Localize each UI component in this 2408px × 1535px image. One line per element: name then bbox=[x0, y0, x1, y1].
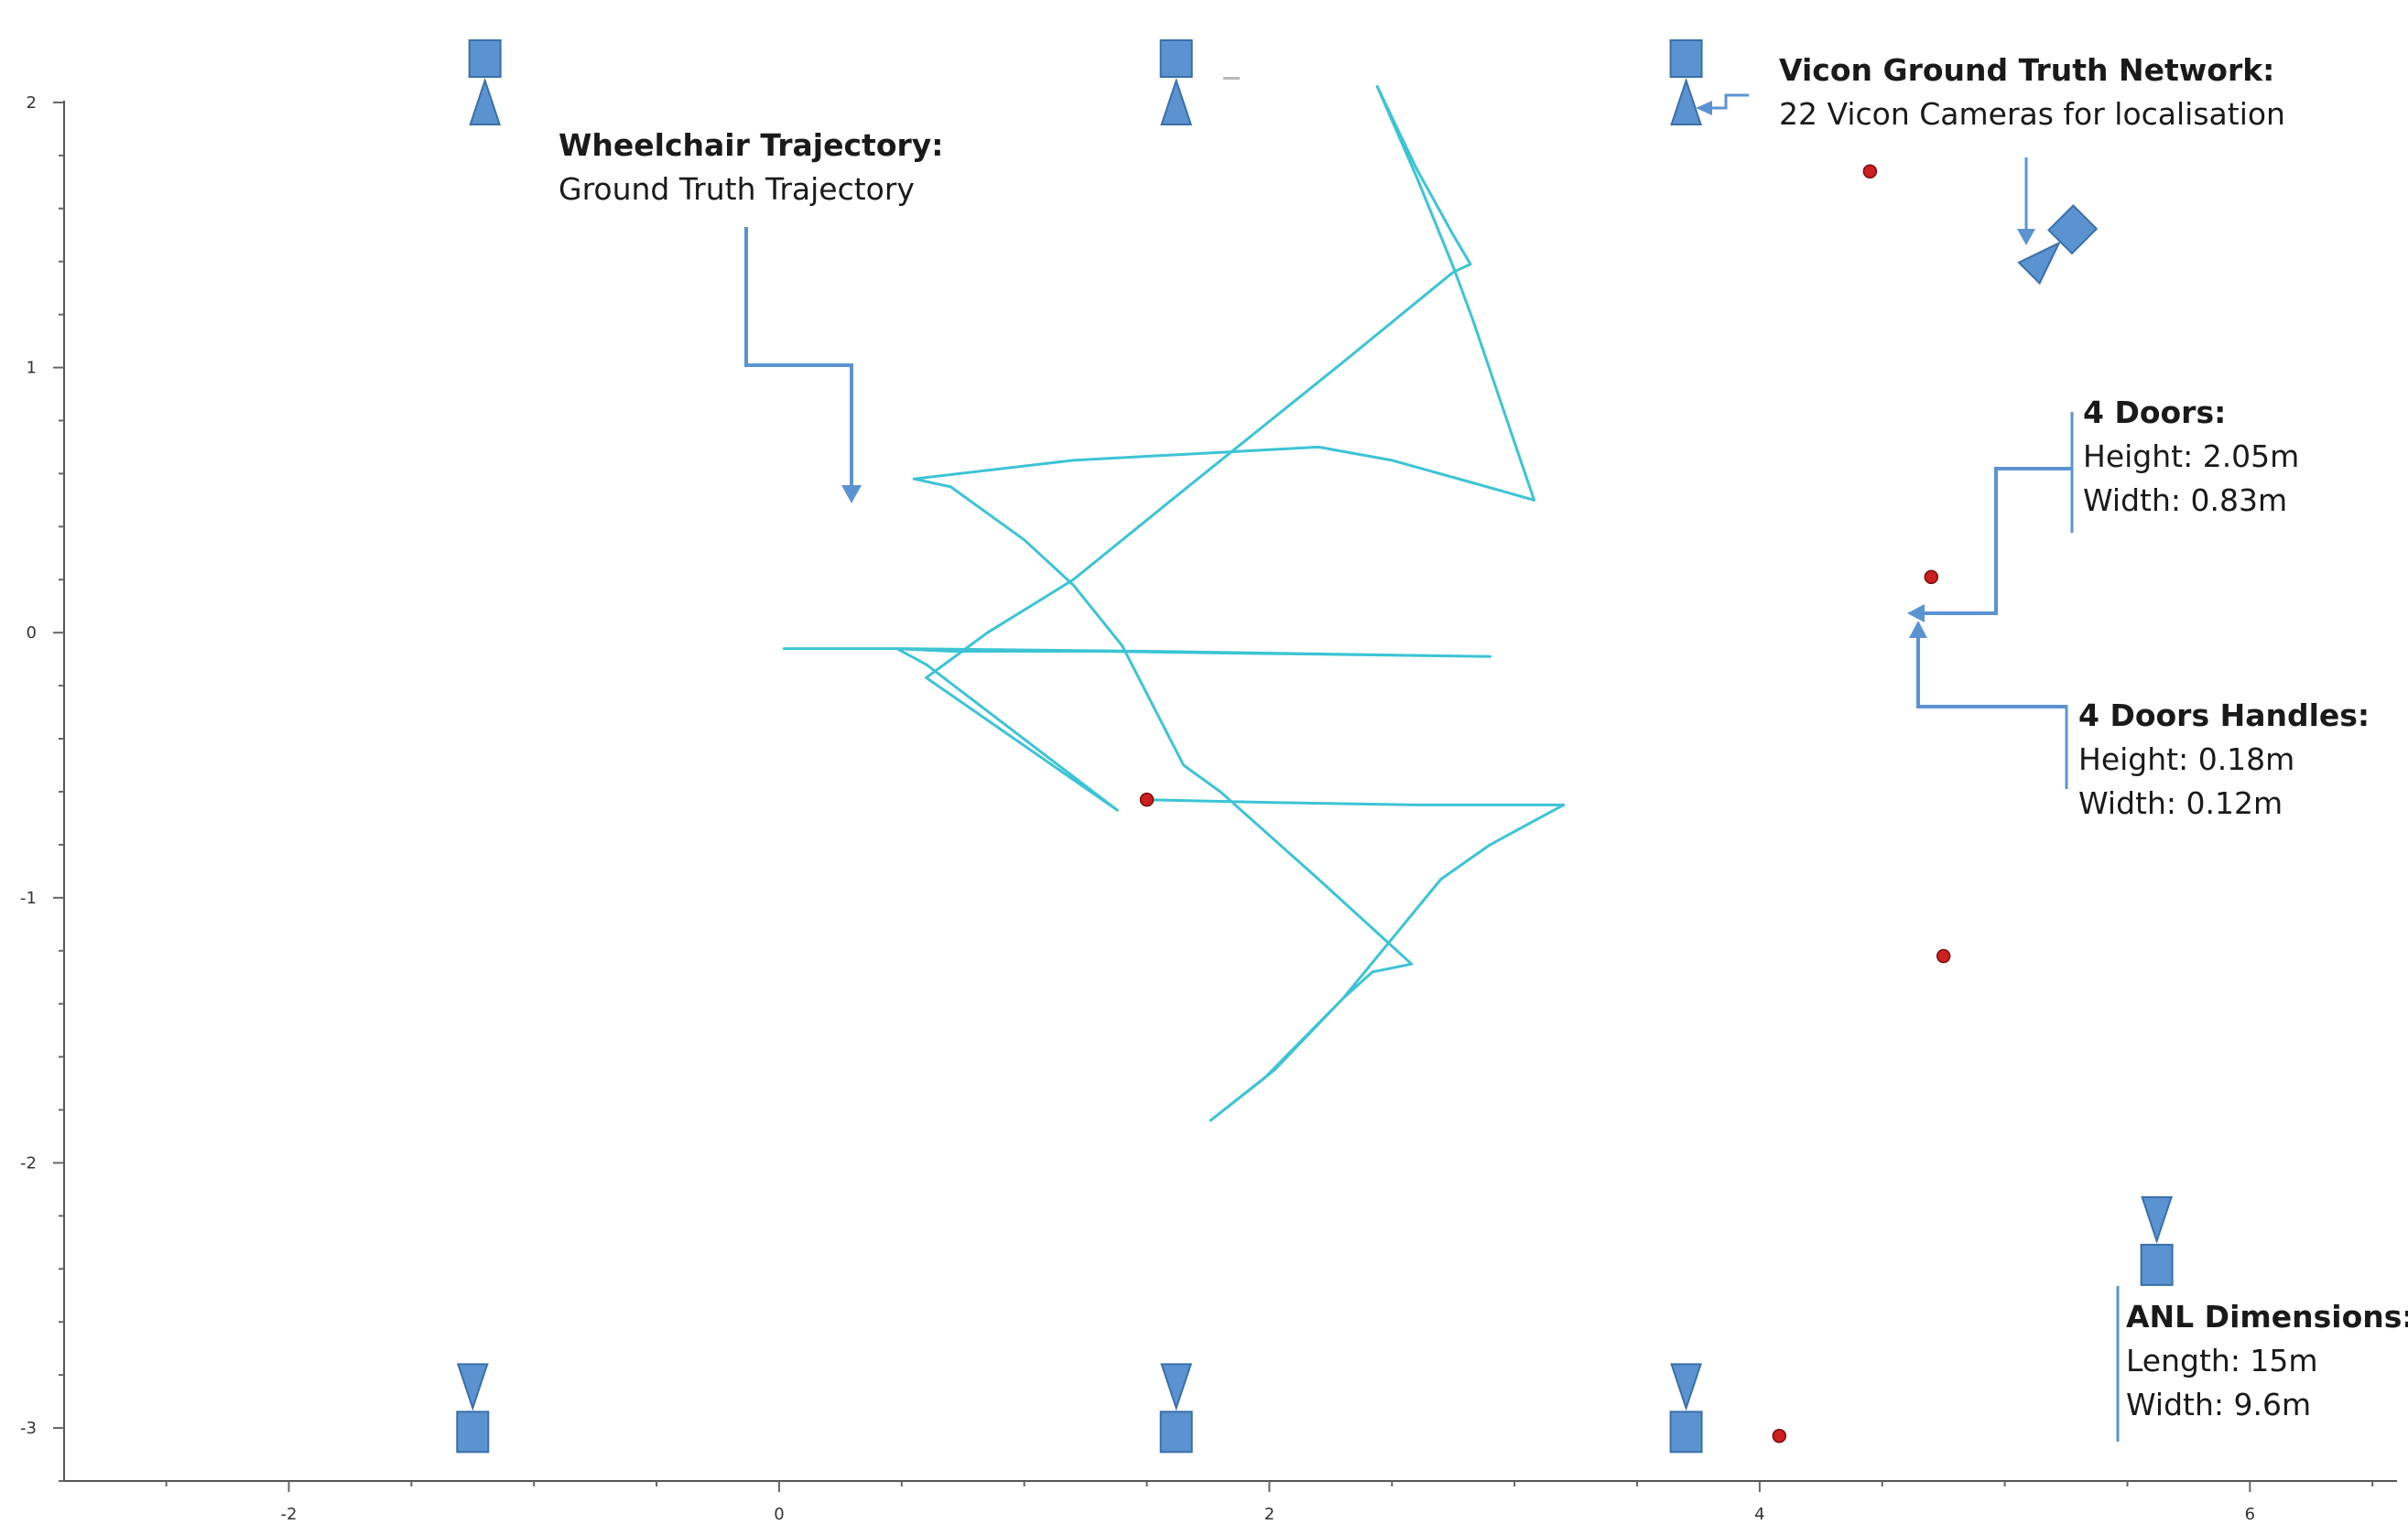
x-tick-label: 2 bbox=[1264, 1505, 1275, 1524]
camera-lens bbox=[1670, 77, 1702, 125]
vicon-camera-icon bbox=[1669, 39, 1703, 125]
handles-title: 4 Doors Handles: bbox=[2078, 697, 2370, 733]
x-tick-label: 0 bbox=[774, 1505, 784, 1524]
y-tick-label: -2 bbox=[20, 1153, 37, 1173]
vicon-line-1: 22 Vicon Cameras for localisation bbox=[1779, 96, 2285, 132]
vicon-camera-icon bbox=[1159, 1363, 1193, 1454]
doors-leader-line bbox=[1923, 467, 2072, 615]
doors-line-2: Width: 0.83m bbox=[2083, 482, 2287, 518]
y-tick-label: 0 bbox=[27, 623, 37, 643]
vicon-camera-icon bbox=[2140, 1195, 2174, 1286]
door-marker bbox=[1139, 792, 1155, 807]
vicon-down-arrowhead bbox=[2017, 229, 2035, 245]
camera-layer bbox=[456, 39, 2174, 1454]
camera-body bbox=[1159, 39, 1193, 78]
doors-line-1: Height: 2.05m bbox=[2083, 438, 2299, 474]
leader-layer bbox=[744, 93, 2120, 1442]
y-tick-label: 1 bbox=[27, 359, 37, 378]
camera-body bbox=[1669, 39, 1703, 78]
wheelchair-annotation: Wheelchair Trajectory: Ground Truth Traj… bbox=[559, 127, 943, 207]
camera-body bbox=[468, 39, 502, 78]
x-tick-label: -2 bbox=[281, 1505, 298, 1524]
camera-body bbox=[456, 1411, 490, 1454]
y-tick-label: -3 bbox=[20, 1419, 37, 1438]
marker-layer bbox=[1139, 164, 1951, 1443]
vicon-annotation: Vicon Ground Truth Network: 22 Vicon Cam… bbox=[1779, 52, 2285, 132]
y-tick-label: 2 bbox=[27, 93, 37, 113]
x-tick-label: 4 bbox=[1754, 1505, 1764, 1524]
doors-annotation: 4 Doors: Height: 2.05m Width: 0.83m bbox=[2083, 395, 2299, 518]
vicon-camera-icon bbox=[456, 1363, 490, 1454]
wheelchair-line-1: Ground Truth Trajectory bbox=[559, 171, 915, 207]
vicon-camera-icon bbox=[468, 39, 502, 125]
door-marker bbox=[1862, 164, 1878, 178]
vicon-camera-icon bbox=[1159, 39, 1193, 125]
door-marker bbox=[1936, 948, 1951, 964]
vicon-camera-icon bbox=[2017, 204, 2099, 286]
anl-annotation: ANL Dimensions: Length: 15m Width: 9.6m bbox=[2126, 1299, 2408, 1422]
doors-title: 4 Doors: bbox=[2083, 395, 2226, 430]
vicon-camera-icon bbox=[1669, 1363, 1703, 1454]
camera-body bbox=[2140, 1243, 2174, 1286]
camera-lens bbox=[456, 1363, 489, 1411]
wheelchair-title: Wheelchair Trajectory: bbox=[559, 127, 943, 163]
axes: 2 1 0 -1 -2 -3 -2 0 2 4 6 bbox=[20, 93, 2397, 1524]
trajectory-line bbox=[782, 85, 1566, 1122]
camera-rotated bbox=[2017, 204, 2099, 286]
door-marker bbox=[1924, 569, 1939, 585]
camera-body bbox=[1159, 1411, 1193, 1454]
camera-lens bbox=[1160, 1363, 1193, 1411]
anl-title: ANL Dimensions: bbox=[2126, 1299, 2408, 1335]
handles-arrowhead bbox=[1909, 621, 1927, 638]
handles-leader-line bbox=[1916, 636, 2066, 708]
vicon-title: Vicon Ground Truth Network: bbox=[1779, 52, 2274, 88]
handles-line-2: Width: 0.12m bbox=[2078, 785, 2283, 821]
handles-line-1: Height: 0.18m bbox=[2078, 741, 2294, 777]
camera-lens bbox=[2141, 1195, 2174, 1245]
camera-lens bbox=[1160, 77, 1193, 125]
door-marker bbox=[1772, 1429, 1787, 1443]
handles-annotation: 4 Doors Handles: Height: 0.18m Width: 0.… bbox=[2078, 697, 2370, 821]
camera-lens bbox=[1670, 1363, 1702, 1411]
vicon-leader-line bbox=[1712, 93, 1749, 110]
anl-line-1: Length: 15m bbox=[2126, 1343, 2318, 1378]
doors-arrowhead bbox=[1907, 604, 1925, 622]
wheelchair-leader-line bbox=[744, 227, 853, 494]
series-layer bbox=[782, 85, 1566, 1122]
y-tick-label: -1 bbox=[20, 889, 37, 908]
camera-lens bbox=[469, 77, 502, 125]
x-tick-label: 6 bbox=[2245, 1505, 2255, 1524]
camera-body bbox=[1669, 1411, 1703, 1454]
wheelchair-arrowhead bbox=[841, 485, 862, 503]
camera-lens bbox=[2017, 241, 2061, 286]
small-mark bbox=[1223, 77, 1240, 80]
anl-line-2: Width: 9.6m bbox=[2126, 1387, 2311, 1422]
vicon-arrowhead bbox=[1696, 101, 1712, 115]
